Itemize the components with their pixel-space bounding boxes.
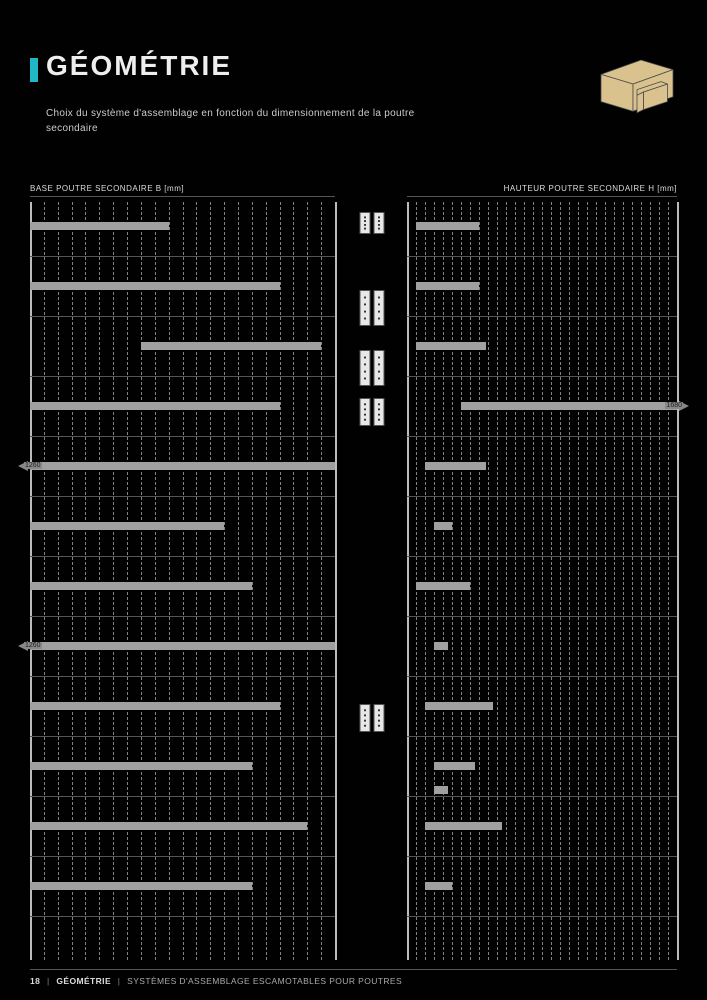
chart-range-bar: [416, 282, 479, 290]
chart-range-bar: [30, 222, 169, 230]
chart-range-bar: [30, 582, 252, 590]
page-footer: 18 | GÉOMÉTRIE | SYSTÈMES D'ASSEMBLAGE E…: [30, 969, 677, 986]
chart-row-rule: [407, 856, 677, 857]
footer-section: GÉOMÉTRIE: [56, 976, 111, 986]
chart-range-bar: [30, 702, 280, 710]
chart-row-rule: [407, 676, 677, 677]
chart-range-bar: [425, 882, 452, 890]
chart-row-rule: [30, 196, 335, 197]
chart-area: BASE POUTRE SECONDAIRE B [mm] HAUTEUR PO…: [30, 202, 677, 960]
chart-row-rule: [407, 916, 677, 917]
chart-row-rule: [30, 856, 335, 857]
chart-range-bar: [30, 762, 252, 770]
footer-page-number: 18: [30, 976, 40, 986]
chart-row-rule: [407, 196, 677, 197]
chart-left-panel: 12601260: [30, 202, 335, 960]
chart-gridline: [677, 202, 679, 960]
footer-doc-title: SYSTÈMES D'ASSEMBLAGE ESCAMOTABLES POUR …: [127, 976, 402, 986]
chart-range-bar: [30, 402, 280, 410]
chart-row-rule: [407, 736, 677, 737]
page: GÉOMÉTRIE Choix du système d'assemblage …: [0, 0, 707, 1000]
chart-row-rule: [30, 376, 335, 377]
chart-overflow-label: 1260: [24, 642, 42, 649]
chart-left-axis-label: BASE POUTRE SECONDAIRE B [mm]: [30, 184, 184, 193]
chart-row-rule: [30, 436, 335, 437]
chart-row-rule: [407, 256, 677, 257]
chart-range-bar: [434, 522, 452, 530]
chart-range-bar: [416, 342, 486, 350]
page-subtitle: Choix du système d'assemblage en fonctio…: [46, 106, 426, 136]
chart-row-rule: [407, 436, 677, 437]
chart-right-panel: 1680: [407, 202, 677, 960]
chart-range-bar: [30, 642, 335, 650]
page-title: GÉOMÉTRIE: [46, 50, 232, 82]
chart-range-bar: [30, 462, 335, 470]
connector-bracket-icon: [359, 704, 384, 732]
beam-isometric-icon: [597, 52, 677, 120]
footer-separator: |: [114, 976, 125, 986]
chart-overflow-label: 1260: [24, 462, 42, 469]
chart-range-bar: [30, 282, 280, 290]
chart-row-rule: [30, 796, 335, 797]
chart-row-rule: [30, 616, 335, 617]
chart-row-rule: [30, 556, 335, 557]
chart-row-rule: [30, 256, 335, 257]
chart-range-bar: [141, 342, 321, 350]
chart-row-rule: [30, 676, 335, 677]
chart-row-rule: [407, 556, 677, 557]
chart-range-bar: [30, 882, 252, 890]
chart-row-rule: [407, 616, 677, 617]
chart-center-column: [335, 202, 408, 960]
chart-range-bar: [30, 522, 224, 530]
chart-range-bar: [434, 642, 448, 650]
connector-bracket-icon: [359, 290, 384, 326]
chart-row-rule: [407, 316, 677, 317]
chart-range-bar: [416, 222, 479, 230]
chart-row-rule: [30, 736, 335, 737]
chart-range-bar: [425, 462, 486, 470]
connector-bracket-icon: [359, 350, 384, 386]
chart-row-rule: [30, 916, 335, 917]
chart-row-rule: [407, 796, 677, 797]
title-accent-bar: [30, 58, 38, 82]
connector-bracket-icon: [359, 398, 384, 426]
chart-right-axis-label: HAUTEUR POUTRE SECONDAIRE H [mm]: [504, 184, 677, 193]
chart-range-bar: [425, 702, 493, 710]
chart-range-bar: [30, 822, 307, 830]
chart-row-rule: [30, 316, 335, 317]
chart-row-rule: [407, 376, 677, 377]
chart-range-bar: [434, 762, 475, 770]
chart-range-bar: [416, 582, 470, 590]
chart-range-bar: [425, 822, 502, 830]
chart-row-rule: [407, 496, 677, 497]
chart-overflow-label: 1680: [665, 402, 683, 409]
chart-range-bar: [461, 402, 677, 410]
connector-bracket-icon: [359, 212, 384, 234]
chart-range-bar: [434, 786, 448, 794]
footer-separator: |: [43, 976, 54, 986]
chart-row-rule: [30, 496, 335, 497]
